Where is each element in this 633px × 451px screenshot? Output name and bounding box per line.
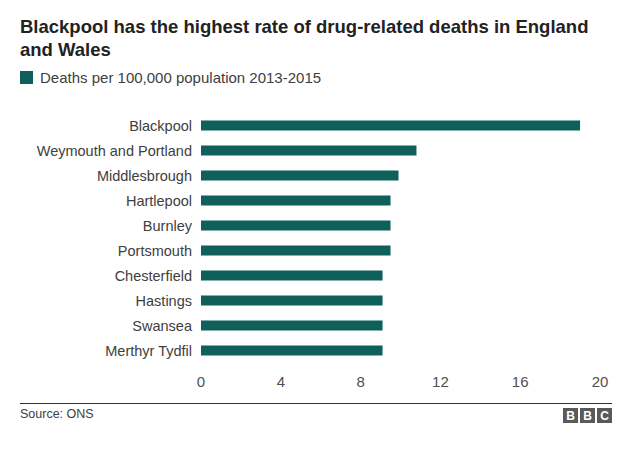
- bar: [201, 121, 580, 131]
- bar: [201, 346, 383, 356]
- logo-box: [580, 408, 595, 423]
- bar: [201, 271, 383, 281]
- title: Blackpool has the highest rate of drug-r…: [20, 16, 588, 60]
- legend-swatch: [20, 71, 33, 84]
- category-label: Swansea: [132, 318, 193, 334]
- source: Source: ONS: [20, 407, 94, 421]
- chart: Blackpool has the highest rate of drug-r…: [0, 0, 633, 451]
- category-label: Blackpool: [129, 118, 192, 134]
- legend-label: Deaths per 100,000 population 2013-2015: [40, 69, 321, 86]
- footer-rule: [20, 403, 612, 404]
- category-label: Weymouth and Portland: [37, 143, 192, 159]
- tick-label: 12: [432, 373, 449, 390]
- category-label: Hartlepool: [126, 193, 192, 209]
- logo-box: [563, 408, 578, 423]
- title-line: and Wales: [20, 39, 111, 60]
- title-line: Blackpool has the highest rate of drug-r…: [20, 16, 588, 37]
- tick-label: 16: [512, 373, 529, 390]
- logo-letter: C: [600, 409, 609, 423]
- logo-box: [597, 408, 612, 423]
- tick-label: 0: [197, 373, 205, 390]
- bar: [201, 321, 383, 331]
- logo-letter: B: [566, 409, 575, 423]
- category-label: Chesterfield: [115, 268, 192, 284]
- logo-letter: B: [583, 409, 592, 423]
- category-label: Middlesbrough: [97, 168, 192, 184]
- bar: [201, 221, 391, 231]
- logo: BBC: [563, 408, 612, 423]
- bar: [201, 296, 383, 306]
- category-label: Hastings: [136, 293, 192, 309]
- bar: [201, 196, 391, 206]
- tick-label: 8: [356, 373, 364, 390]
- category-label: Burnley: [143, 218, 193, 234]
- tick-label: 4: [277, 373, 285, 390]
- bar: [201, 246, 391, 256]
- category-label: Portsmouth: [118, 243, 192, 259]
- tick-label: 20: [592, 373, 609, 390]
- category-label: Merthyr Tydfil: [105, 343, 192, 359]
- bar: [201, 171, 399, 181]
- bar: [201, 146, 416, 156]
- bars: [201, 121, 580, 356]
